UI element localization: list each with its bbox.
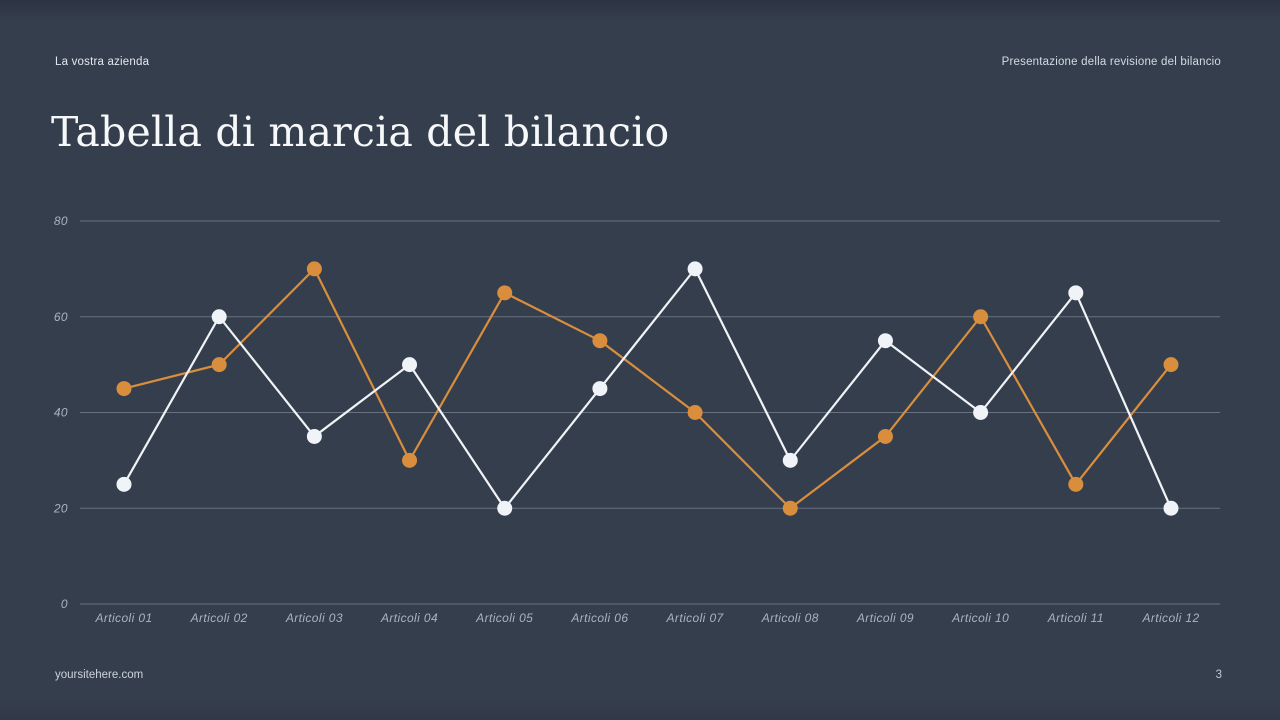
data-point-serie-bianca [1068,285,1084,301]
company-name: La vostra azienda [55,56,150,68]
data-point-serie-arancione [116,381,132,397]
data-point-serie-bianca [877,333,893,349]
data-point-serie-arancione [306,261,322,277]
footer-url: yoursitehere.com [55,669,144,681]
series-line-serie-arancione [122,267,1173,510]
y-tick-label: 0 [61,597,68,611]
data-point-serie-arancione [1068,476,1084,492]
presentation-name: Presentazione della revisione del bilanc… [1001,56,1221,68]
data-point-serie-bianca [497,500,513,516]
x-tick-label: Articoli 08 [761,611,819,625]
data-point-serie-arancione [687,405,703,420]
data-point-serie-arancione [877,428,893,444]
series-line-serie-bianca [122,267,1173,510]
x-tick-label: Articoli 09 [856,611,914,625]
y-tick-label: 60 [54,310,68,324]
y-tick-label: 20 [53,501,68,515]
x-tick-label: Articoli 01 [94,611,152,625]
budget-line-chart: 0 20 40 60 80 Articoli 01 Articoli 02 Articoli … [53,214,1220,625]
x-tick-label: Articoli 04 [380,611,438,625]
data-point-serie-arancione [1163,357,1179,373]
data-point-serie-arancione [402,452,418,468]
x-tick-label: Articoli 12 [1141,611,1199,625]
data-point-serie-bianca [592,381,608,397]
page-number: 3 [1215,669,1222,681]
data-point-serie-arancione [592,333,608,349]
x-tick-label: Articoli 05 [475,611,533,625]
data-point-serie-bianca [402,357,418,373]
data-point-serie-bianca [116,476,132,492]
x-tick-label: Articoli 03 [285,611,343,625]
data-point-serie-bianca [782,452,798,468]
data-point-serie-bianca [306,428,322,444]
x-tick-label: Articoli 10 [951,611,1009,625]
data-point-serie-arancione [497,285,513,301]
data-point-serie-arancione [782,500,798,516]
data-point-serie-bianca [687,261,703,277]
y-tick-label: 80 [54,214,68,228]
x-tick-label: Articoli 11 [1047,611,1104,625]
data-point-serie-bianca [973,405,989,420]
chart-area: 0 20 40 60 80 Articoli 01 Articoli 02 Articoli … [0,195,1280,655]
y-tick-label: 40 [54,406,68,420]
x-tick-label: Articoli 07 [666,611,725,625]
data-point-serie-arancione [973,309,989,325]
x-tick-label: Articoli 02 [190,611,248,625]
data-point-serie-bianca [1163,500,1179,516]
data-point-serie-bianca [211,309,227,325]
x-tick-label: Articoli 06 [570,611,628,625]
slide-title: Tabella di marcia del bilancio [51,108,670,156]
data-point-serie-arancione [211,357,227,373]
